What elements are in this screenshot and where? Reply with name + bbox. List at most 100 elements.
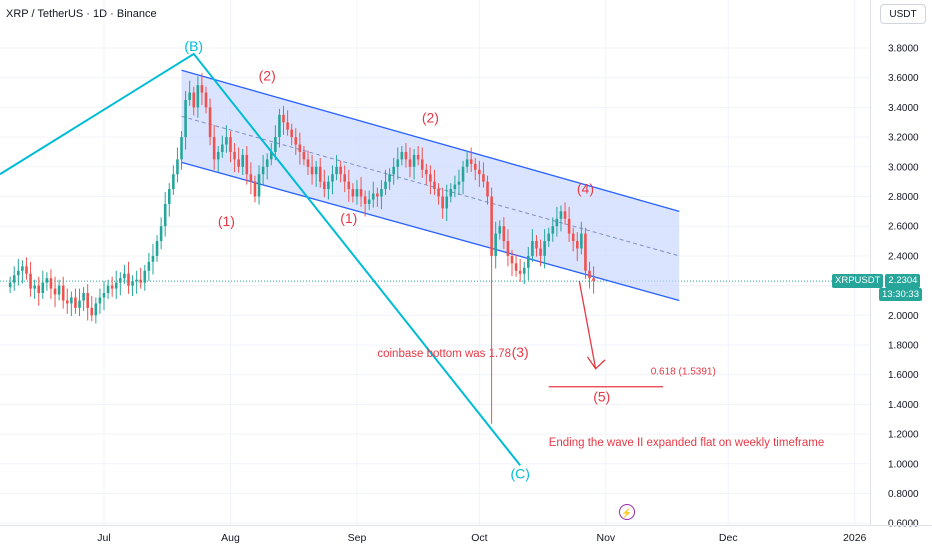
candle-body (61, 285, 65, 301)
candle-body (114, 282, 118, 289)
candle-body (196, 85, 200, 108)
candle-body (498, 226, 502, 234)
candle-body (78, 300, 81, 308)
projection-arrow (578, 281, 597, 369)
last-price-tag: XRPUSDT 2.2304 (832, 274, 921, 288)
wave-label: (C) (510, 466, 529, 482)
y-tick-label: 0.6000 (888, 519, 919, 530)
candle-body (237, 159, 240, 167)
candle-body (200, 85, 204, 93)
candle-body (204, 92, 208, 108)
candle-body (327, 181, 330, 190)
candle-body (245, 154, 249, 175)
candle-body (290, 129, 293, 138)
symbol-title[interactable]: XRP / TetherUS · 1D · Binance (6, 8, 157, 20)
y-tick-label: 2.4000 (888, 251, 919, 262)
channel-midline (181, 115, 680, 257)
candle-body (351, 189, 355, 197)
channel-lower-line (181, 161, 680, 302)
wave-label: (5) (593, 388, 610, 404)
candle-body (473, 163, 477, 170)
candle-body (588, 270, 591, 279)
y-tick-label: 0.8000 (888, 489, 919, 500)
candle-body (531, 241, 534, 256)
candle-body (478, 169, 481, 175)
x-tick-label: Jul (97, 532, 110, 544)
candle-body (192, 92, 196, 108)
candle-body (400, 151, 404, 160)
candle-body (567, 218, 571, 234)
candle-body (384, 181, 387, 190)
annotations: coinbase bottom was 1.78 0.618 (1.5391) En… (377, 281, 824, 449)
candle-body (486, 181, 489, 197)
candle-body (167, 189, 171, 204)
candle-body (535, 241, 538, 249)
candle-body (90, 307, 94, 316)
candle-body (514, 263, 518, 271)
candle-body (29, 273, 32, 289)
candle-body (53, 288, 57, 295)
candle-body (37, 285, 41, 294)
y-tick-label: 1.8000 (888, 341, 919, 352)
candle-body (143, 270, 147, 283)
price-tag-symbol: XRPUSDT (832, 274, 884, 288)
time-axis-border (0, 525, 932, 526)
candle-body (335, 166, 338, 175)
candle-body (461, 166, 465, 182)
candle-body (433, 181, 436, 190)
candle-body (212, 137, 216, 160)
candle-body (453, 184, 457, 190)
candles (8, 73, 595, 424)
candle-body (172, 174, 175, 190)
y-tick-label: 2.0000 (888, 311, 919, 322)
candle-body (580, 233, 583, 249)
candle-body (257, 174, 261, 197)
candle-body (367, 199, 371, 204)
candle-body (45, 278, 49, 283)
x-tick-label: Sep (348, 532, 367, 544)
wave-labels: (B) (C) (1) (2) (1) (2) (3) (4) (5) (184, 38, 610, 482)
candle-body (216, 151, 220, 160)
currency-button[interactable]: USDT (880, 4, 926, 24)
grid (0, 0, 870, 525)
candle-body (547, 233, 551, 242)
candle-body (274, 137, 277, 152)
candle-body (527, 255, 530, 268)
y-tick-label: 2.8000 (888, 192, 919, 203)
candle-body (441, 196, 444, 209)
candle-body (49, 278, 53, 289)
candle-body (135, 279, 138, 282)
candle-body (482, 174, 485, 182)
candle-body (94, 303, 98, 316)
candle-body (147, 261, 151, 271)
candle-body (314, 166, 318, 175)
candle-body (331, 174, 334, 182)
candle-body (420, 159, 424, 170)
candle-body (57, 285, 61, 295)
y-tick-label: 1.0000 (888, 459, 919, 470)
x-tick-label: Nov (596, 532, 615, 544)
x-tick-label: Dec (719, 532, 738, 544)
wave-label: (2) (422, 109, 439, 125)
wave-label: (B) (184, 38, 203, 54)
y-tick-label: 3.0000 (888, 162, 919, 173)
lightning-icon[interactable]: ⚡ (619, 504, 635, 520)
price-axis-border (870, 0, 871, 525)
coinbase-note: coinbase bottom was 1.78 (377, 348, 511, 360)
candle-body (127, 273, 130, 286)
y-tick-label: 1.2000 (888, 430, 919, 441)
candle-body (302, 151, 306, 160)
candle-body (584, 233, 587, 271)
candle-body (139, 279, 143, 283)
candle-body (518, 270, 522, 274)
wave-label: (4) (577, 181, 594, 197)
candle-body (449, 189, 453, 197)
candle-body (249, 174, 253, 182)
channel-upper-line (181, 69, 680, 212)
candle-body (543, 241, 546, 256)
candle-body (539, 248, 542, 256)
candle-body (592, 278, 595, 282)
candle-body (8, 282, 12, 288)
wave-abc-line (0, 52, 521, 466)
